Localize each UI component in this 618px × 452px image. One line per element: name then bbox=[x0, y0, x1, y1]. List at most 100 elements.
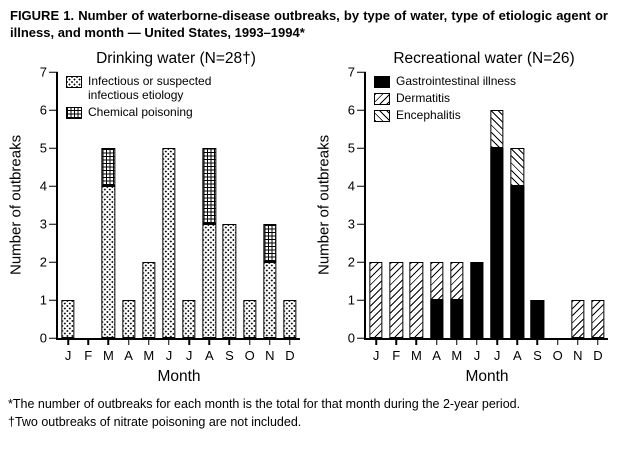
x-tick-label: O bbox=[552, 348, 563, 364]
legend-swatch-diag-up bbox=[374, 93, 390, 106]
y-tick-label: 6 bbox=[347, 102, 355, 118]
y-tick-mark bbox=[49, 299, 58, 302]
legend-item: Gastrointestinal illness bbox=[374, 75, 516, 89]
x-tick-label: S bbox=[225, 348, 234, 364]
drinking-water-chart: Drinking water (N=28†) Number of outbrea… bbox=[6, 43, 300, 386]
bar-segment bbox=[202, 148, 216, 225]
y-tick-label: 1 bbox=[39, 292, 47, 308]
y-tick-label: 3 bbox=[39, 216, 47, 232]
y-tick-mark bbox=[49, 147, 58, 150]
recreational-water-chart: Recreational water (N=26) Number of outb… bbox=[314, 43, 608, 386]
y-tick-label: 2 bbox=[347, 254, 355, 270]
chart-title-drinking-water: Drinking water (N=28†) bbox=[96, 50, 256, 68]
x-tick-label: J bbox=[64, 348, 72, 364]
bar-segment bbox=[530, 300, 545, 339]
x-tick-label: S bbox=[533, 348, 542, 364]
plot-area: Infectious or suspected infectious etiol… bbox=[40, 66, 300, 346]
y-tick-mark bbox=[357, 185, 366, 188]
legend-swatch-grid bbox=[66, 106, 82, 119]
x-tick-label: J bbox=[165, 348, 173, 364]
bar-segment bbox=[121, 300, 136, 339]
bar-segment bbox=[242, 300, 257, 339]
charts-row: Drinking water (N=28†) Number of outbrea… bbox=[0, 41, 618, 386]
bar-segment bbox=[510, 186, 524, 339]
legend-label: Infectious or suspected infectious etiol… bbox=[88, 74, 212, 103]
x-tick-label: A bbox=[512, 348, 522, 364]
bar-segment bbox=[283, 300, 297, 339]
legend: Infectious or suspected infectious etiol… bbox=[66, 75, 230, 119]
chart-title-recreational-water: Recreational water (N=26) bbox=[393, 50, 575, 68]
x-tick-mark bbox=[516, 340, 518, 346]
x-tick-mark bbox=[415, 340, 418, 346]
bar-segment bbox=[490, 148, 504, 339]
x-axis-label: Month bbox=[465, 368, 509, 386]
y-axis-label: Number of outbreaks bbox=[7, 135, 25, 276]
bar-segment bbox=[263, 224, 277, 263]
y-tick-mark bbox=[49, 185, 58, 188]
bar-segment bbox=[409, 262, 424, 339]
x-tick-mark bbox=[597, 340, 599, 346]
y-tick-mark bbox=[49, 71, 58, 74]
x-tick-mark bbox=[248, 340, 251, 346]
y-tick-mark bbox=[357, 299, 366, 302]
chart-body: Number of outbreaks Infectious or suspec… bbox=[6, 66, 300, 386]
y-tick-label: 3 bbox=[347, 216, 355, 232]
y-tick-label: 6 bbox=[39, 102, 47, 118]
x-tick-mark bbox=[107, 340, 110, 346]
x-tick-mark bbox=[476, 340, 478, 346]
y-tick-label: 0 bbox=[39, 330, 47, 346]
x-tick-mark bbox=[435, 340, 438, 346]
bar-segment bbox=[162, 148, 176, 339]
legend-item: Dermatitis bbox=[374, 91, 516, 106]
x-tick-mark bbox=[496, 340, 498, 346]
x-tick-label: A bbox=[124, 348, 133, 364]
bar-segment bbox=[510, 148, 524, 187]
x-tick-label: M bbox=[451, 348, 463, 364]
legend-swatch-solid bbox=[374, 76, 390, 89]
footnotes: *The number of outbreaks for each month … bbox=[0, 386, 618, 431]
x-tick-label: A bbox=[204, 348, 214, 364]
bar-segment bbox=[389, 262, 403, 339]
x-tick-mark bbox=[375, 340, 377, 346]
x-tick-label: O bbox=[244, 348, 255, 364]
bar-segment bbox=[490, 110, 504, 149]
bar-segment bbox=[182, 300, 196, 339]
x-tick-label: N bbox=[573, 348, 583, 364]
x-tick-label: D bbox=[593, 348, 603, 364]
x-tick-mark bbox=[67, 340, 69, 346]
bar-segment bbox=[101, 186, 116, 339]
x-tick-mark bbox=[168, 340, 170, 346]
x-tick-label: J bbox=[493, 348, 501, 364]
chart-body: Number of outbreaks Gastrointestinal ill… bbox=[314, 66, 608, 386]
x-tick-label: M bbox=[103, 348, 114, 364]
x-tick-label: J bbox=[372, 348, 380, 364]
legend-label: Encephalitis bbox=[396, 107, 461, 122]
bar-segment bbox=[202, 224, 216, 339]
bar-segment bbox=[450, 300, 464, 339]
y-tick-label: 4 bbox=[39, 178, 47, 194]
y-axis-label: Number of outbreaks bbox=[315, 135, 333, 276]
footnote-dagger: †Two outbreaks of nitrate poisoning are … bbox=[8, 415, 302, 430]
bar-segment bbox=[61, 300, 75, 339]
bar-segment bbox=[222, 224, 237, 339]
y-tick-label: 5 bbox=[39, 140, 47, 156]
footnote-asterisk: *The number of outbreaks for each month … bbox=[8, 397, 521, 412]
y-tick-mark bbox=[357, 261, 366, 264]
x-tick-mark bbox=[127, 340, 130, 346]
y-tick-mark bbox=[49, 223, 58, 226]
x-tick-label: J bbox=[185, 348, 193, 364]
legend-item: Chemical poisoning bbox=[66, 105, 230, 120]
bar-segment bbox=[571, 300, 585, 339]
x-tick-mark bbox=[456, 340, 458, 346]
figure-caption: FIGURE 1. Number of waterborne-disease o… bbox=[10, 8, 608, 41]
bar-segment bbox=[369, 262, 383, 339]
x-tick-mark bbox=[87, 340, 89, 346]
y-tick-mark bbox=[357, 337, 366, 340]
y-tick-mark bbox=[49, 261, 58, 264]
bar-segment bbox=[263, 262, 277, 339]
x-tick-mark bbox=[188, 340, 190, 346]
y-tick-mark bbox=[357, 147, 366, 150]
x-tick-mark bbox=[228, 340, 231, 346]
